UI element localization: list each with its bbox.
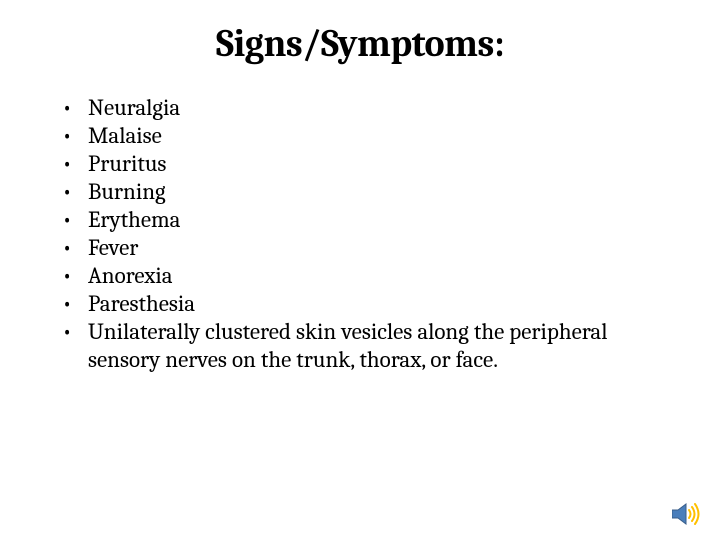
bullet-marker: • bbox=[62, 318, 72, 346]
bullet-marker: • bbox=[62, 206, 72, 234]
bullet-text: Anorexia bbox=[88, 262, 173, 289]
list-item: • Erythema bbox=[60, 206, 660, 234]
bullet-text: Erythema bbox=[88, 206, 180, 233]
speaker-wave-3 bbox=[695, 504, 699, 524]
bullet-text: Fever bbox=[88, 234, 138, 261]
list-item: • Malaise bbox=[60, 122, 660, 150]
bullet-text: Malaise bbox=[88, 122, 162, 149]
bullet-marker: • bbox=[62, 94, 72, 122]
bullet-text: Burning bbox=[88, 178, 166, 205]
speaker-wave-2 bbox=[692, 507, 695, 521]
list-item: • Pruritus bbox=[60, 150, 660, 178]
bullet-marker: • bbox=[62, 122, 72, 150]
speaker-cone bbox=[672, 504, 686, 524]
bullet-list: • Neuralgia • Malaise • Pruritus • Burning • Eryt… bbox=[60, 94, 660, 374]
bullet-text: Neuralgia bbox=[88, 94, 180, 121]
list-item: • Fever bbox=[60, 234, 660, 262]
slide-title: Signs/Symptoms: bbox=[0, 0, 720, 66]
bullet-text: Unilaterally clustered skin vesicles alo… bbox=[88, 318, 607, 373]
bullet-marker: • bbox=[62, 150, 72, 178]
speaker-icon[interactable] bbox=[672, 502, 702, 526]
bullet-marker: • bbox=[62, 234, 72, 262]
speaker-wave-1 bbox=[689, 510, 691, 518]
bullet-text: Paresthesia bbox=[88, 290, 195, 317]
slide-body: • Neuralgia • Malaise • Pruritus • Burning • Eryt… bbox=[0, 66, 720, 374]
list-item: • Anorexia bbox=[60, 262, 660, 290]
bullet-text: Pruritus bbox=[88, 150, 166, 177]
bullet-marker: • bbox=[62, 290, 72, 318]
list-item: • Unilaterally clustered skin vesicles al… bbox=[60, 318, 660, 374]
list-item: • Paresthesia bbox=[60, 290, 660, 318]
slide: Signs/Symptoms: • Neuralgia • Malaise • Pruri… bbox=[0, 0, 720, 540]
bullet-marker: • bbox=[62, 178, 72, 206]
list-item: • Burning bbox=[60, 178, 660, 206]
list-item: • Neuralgia bbox=[60, 94, 660, 122]
bullet-marker: • bbox=[62, 262, 72, 290]
